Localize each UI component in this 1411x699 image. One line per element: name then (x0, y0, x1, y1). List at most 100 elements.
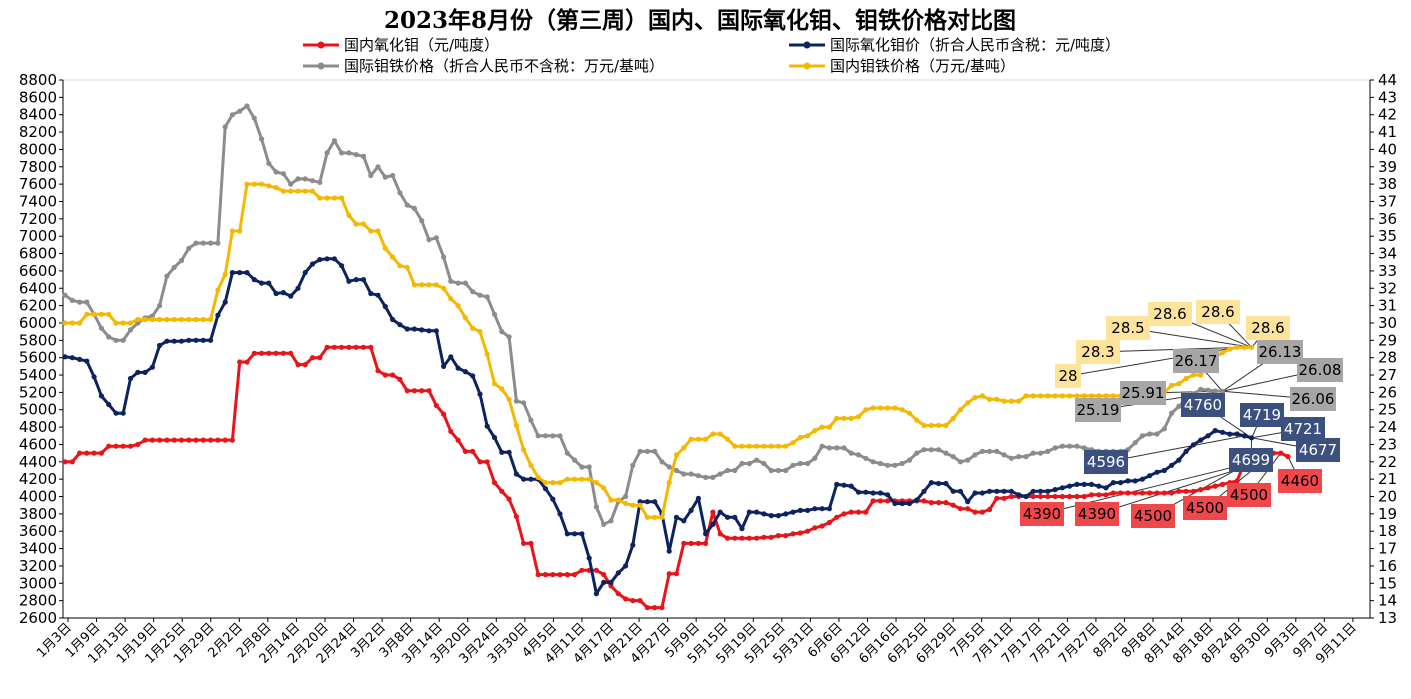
data-point (397, 263, 403, 269)
y-tick-left-label: 3800 (19, 505, 57, 523)
data-point (761, 443, 767, 449)
data-point (797, 507, 803, 513)
data-point (62, 459, 68, 465)
data-point (142, 369, 148, 375)
data-point (397, 322, 403, 328)
data-point (1096, 393, 1102, 399)
data-point (688, 507, 694, 513)
data-point (237, 359, 243, 365)
data-point (710, 509, 716, 515)
data-point (433, 402, 439, 408)
data-point (1147, 490, 1153, 496)
y-tick-left-label: 7000 (19, 227, 57, 245)
data-point (1219, 349, 1226, 356)
data-point (943, 500, 949, 506)
y-tick-left-label: 8600 (19, 88, 57, 106)
data-point (513, 398, 520, 404)
data-point (623, 596, 629, 602)
data-point (477, 391, 483, 397)
data-point (346, 344, 352, 350)
data-point (1241, 344, 1247, 350)
data-point (470, 373, 476, 379)
data-point (1132, 440, 1138, 446)
data-point (623, 493, 629, 500)
y-tick-right-label: 14 (1378, 592, 1397, 610)
data-point (215, 312, 221, 318)
data-point (288, 293, 294, 299)
data-point (208, 437, 214, 443)
data-point (775, 443, 782, 449)
data-point (266, 160, 272, 166)
data-point (339, 344, 345, 350)
data-point (1198, 372, 1204, 378)
y-tick-left-label: 8800 (19, 71, 57, 89)
data-point (790, 509, 796, 515)
data-point (222, 437, 228, 443)
legend-item-intl-oxide: 国际氧化钼价（折合人民币含税：元/吨度） (789, 36, 1120, 54)
data-point (441, 254, 447, 260)
data-point (77, 450, 83, 456)
data-point (1205, 387, 1211, 393)
data-point (113, 410, 119, 416)
data-point (863, 455, 869, 461)
data-point (302, 270, 308, 276)
data-point (375, 292, 381, 298)
data-point (426, 237, 432, 243)
data-point (127, 320, 134, 326)
data-point (426, 282, 432, 288)
data-point (1081, 493, 1087, 500)
data-point (1154, 469, 1160, 475)
data-point (703, 531, 709, 537)
data-point (550, 496, 556, 502)
callout-label: 26.06 (1292, 390, 1335, 408)
data-point (455, 303, 461, 309)
data-point (994, 495, 1000, 501)
data-point (739, 526, 745, 532)
callout-label: 4460 (1281, 472, 1319, 490)
data-point (965, 506, 971, 512)
y-tick-left-label: 8200 (19, 123, 57, 141)
y-tick-right-label: 40 (1378, 140, 1397, 158)
data-point (390, 254, 396, 260)
y-tick-right-label: 43 (1378, 88, 1397, 106)
data-point (1132, 478, 1138, 484)
data-point (564, 572, 570, 578)
data-point (1023, 393, 1029, 399)
data-point (521, 400, 527, 406)
data-point (106, 443, 112, 449)
data-point (200, 240, 206, 246)
data-point (178, 338, 185, 344)
data-point (528, 476, 534, 482)
data-point (491, 480, 498, 486)
data-point (761, 534, 767, 540)
data-point (950, 502, 956, 508)
data-point (1219, 481, 1226, 487)
callout-box (1257, 340, 1303, 364)
data-point (433, 282, 439, 288)
data-point (106, 401, 112, 408)
data-point (186, 316, 192, 323)
data-point (724, 436, 731, 442)
data-point (113, 320, 119, 326)
data-point (695, 436, 702, 442)
data-point (69, 459, 75, 465)
callout-box (1297, 358, 1343, 382)
data-point (841, 482, 847, 488)
data-point (353, 152, 359, 158)
data-point (717, 471, 723, 477)
data-point (309, 261, 316, 267)
data-point (586, 555, 592, 561)
data-point (513, 513, 520, 520)
data-point (732, 514, 738, 520)
data-point (659, 514, 665, 520)
series-line (64, 257, 1252, 596)
data-point (1241, 433, 1247, 439)
callout-leader (1105, 435, 1245, 463)
data-point (499, 386, 505, 392)
data-point (623, 500, 629, 507)
data-point (171, 338, 177, 344)
data-point (994, 448, 1000, 454)
callout-box (1278, 469, 1322, 493)
data-point (397, 376, 403, 382)
data-point (848, 509, 854, 515)
